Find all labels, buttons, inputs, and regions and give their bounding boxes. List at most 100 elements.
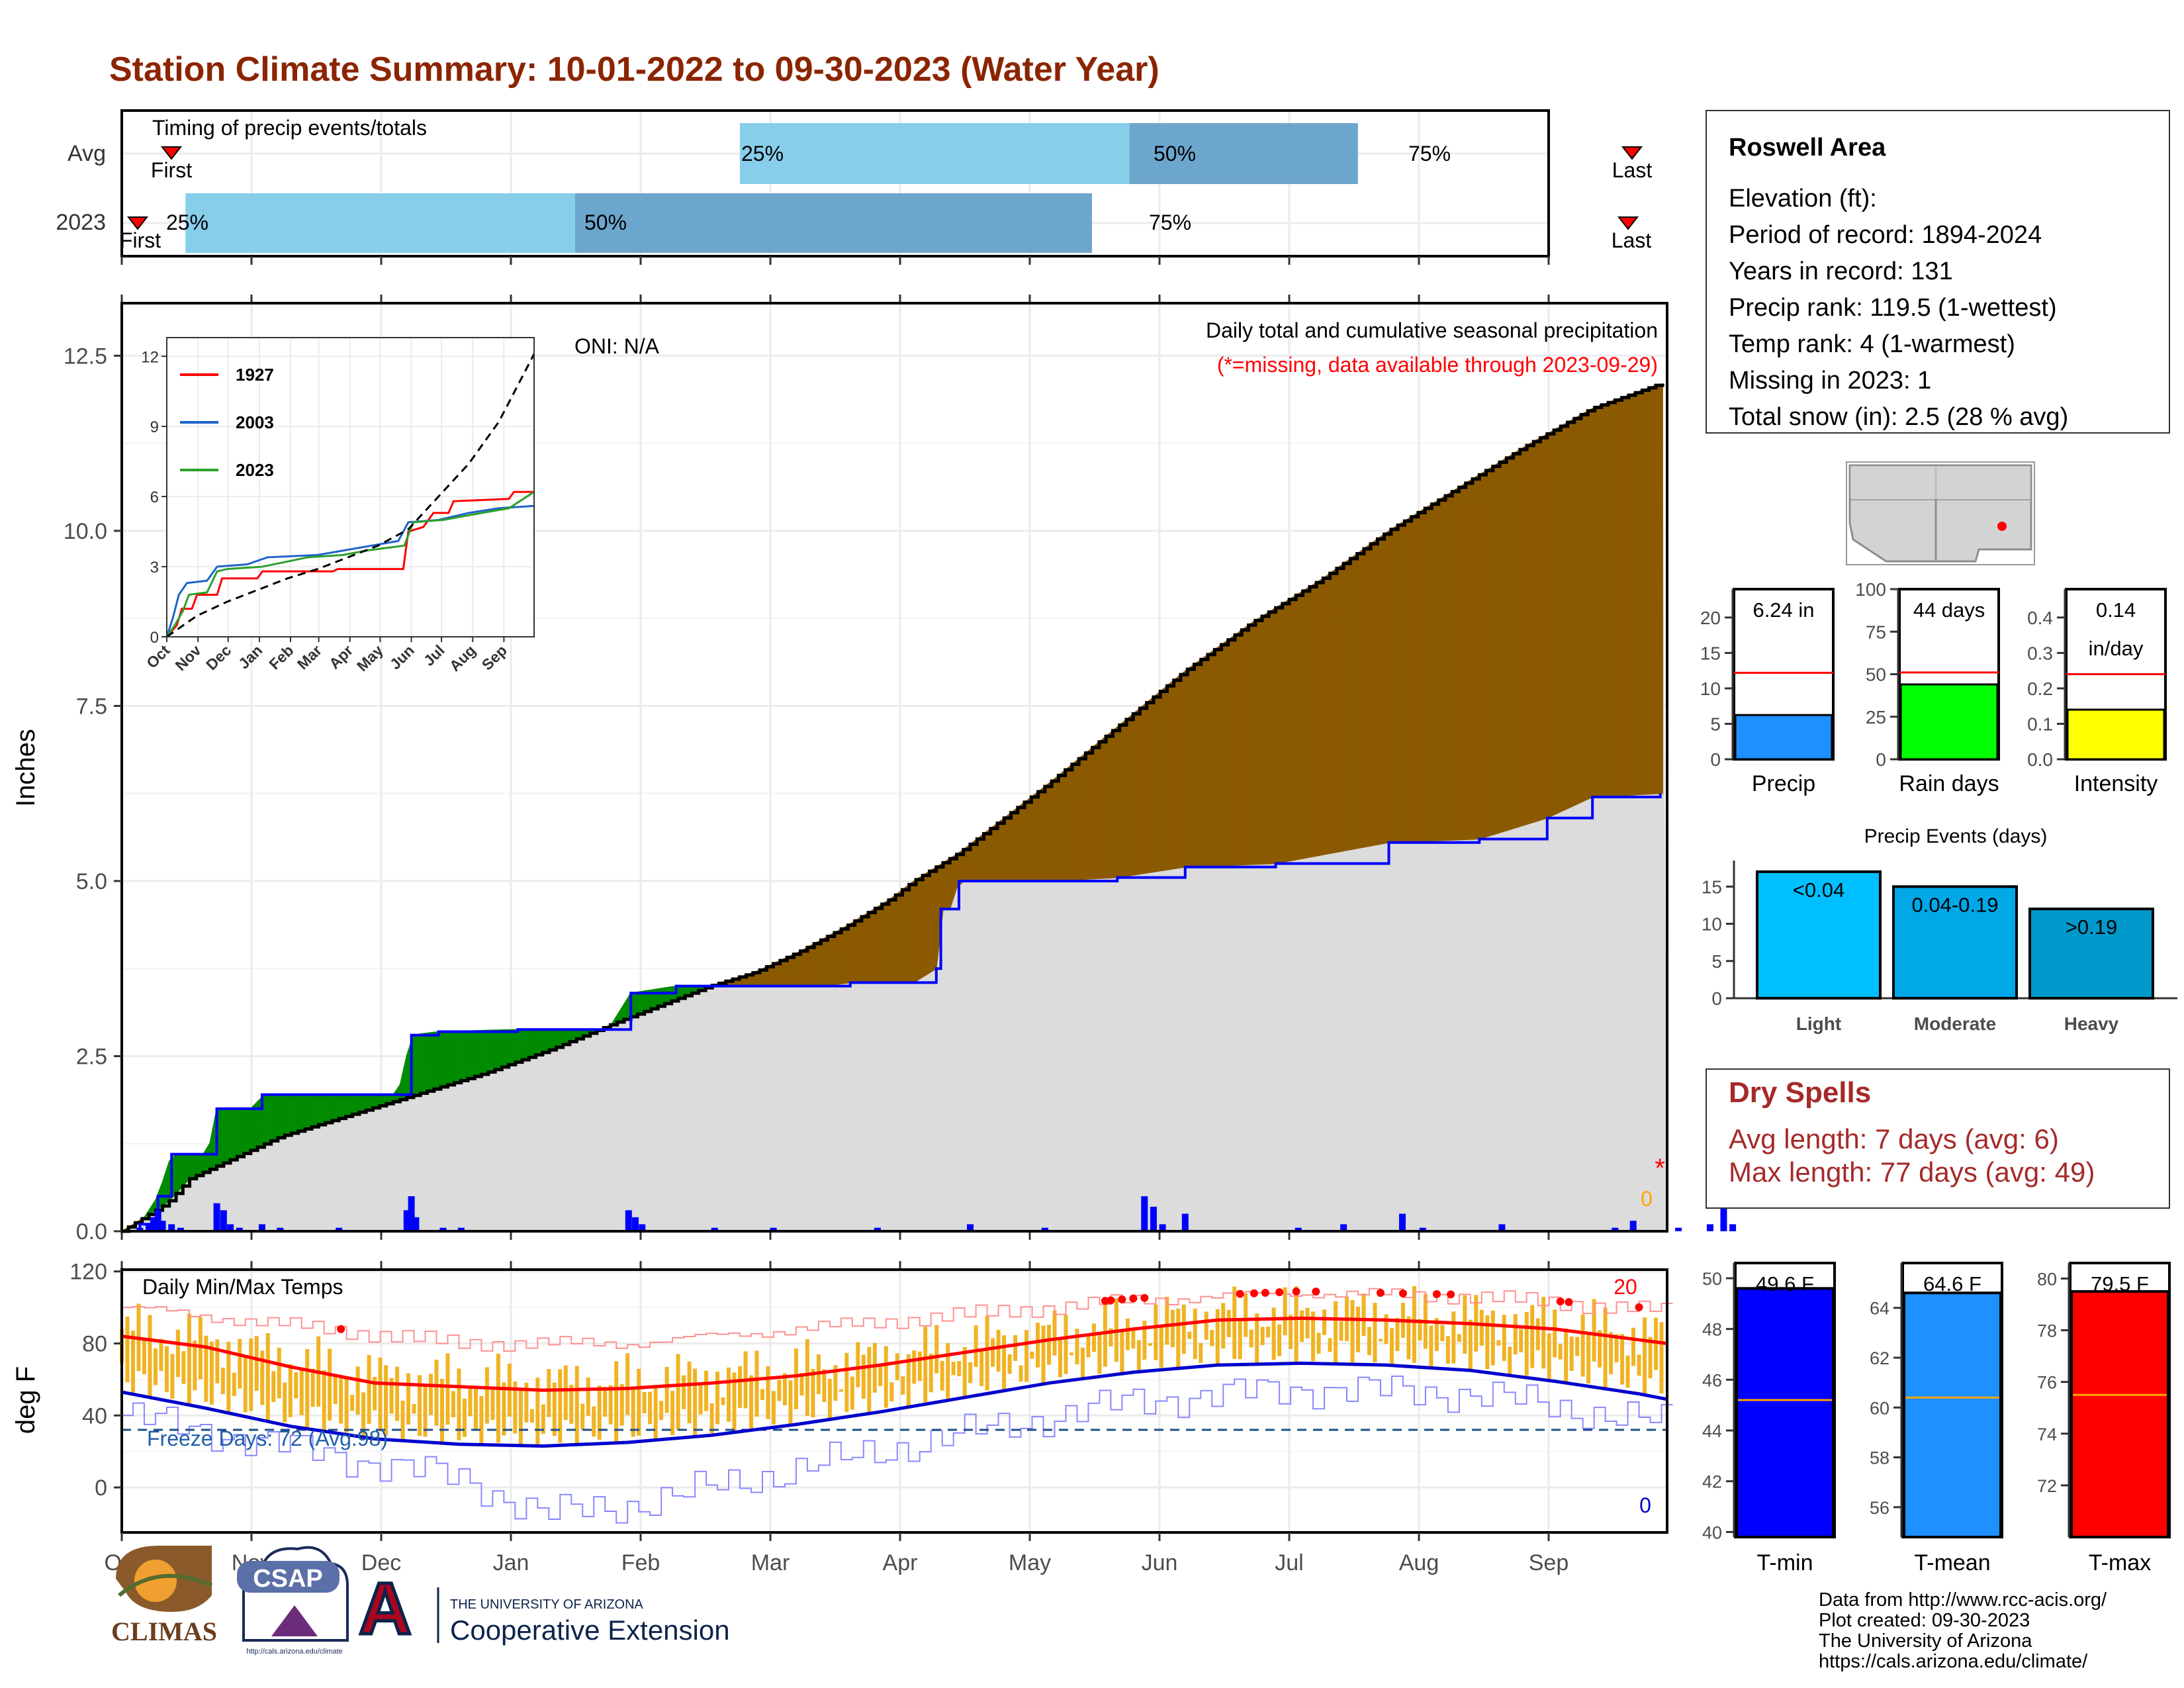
temp-daily-bar	[1165, 1296, 1169, 1345]
temp-summary-tick-label: 60	[1870, 1398, 1889, 1418]
temp-daily-bar	[148, 1315, 152, 1397]
inset-series-average	[166, 353, 535, 638]
station-info-frame	[1706, 110, 2170, 434]
precip-panel-frame	[120, 302, 1668, 1233]
temp-daily-bar	[1204, 1311, 1208, 1340]
avg-pct-75: 75%	[1408, 142, 1451, 165]
avg-last-label: Last	[1612, 158, 1653, 182]
temp-daily-bar	[1210, 1329, 1214, 1346]
map-region-upper	[1849, 465, 2032, 500]
temp-daily-bar	[1187, 1331, 1192, 1339]
temp-summary-tick-label: 56	[1870, 1498, 1889, 1518]
temp-daily-bar	[552, 1382, 557, 1436]
record-high-dot	[337, 1325, 345, 1333]
events-bin-label: 0.04-0.19	[1912, 893, 1999, 916]
temp-summary-tick-label: 58	[1870, 1448, 1889, 1468]
temp-summary-tick-label: 62	[1870, 1348, 1889, 1368]
temp-daily-bar	[451, 1391, 455, 1418]
month-label: May	[1009, 1550, 1051, 1575]
temp-daily-bar	[249, 1338, 253, 1411]
temp-daily-bar	[1541, 1297, 1546, 1369]
precip-note-missing: (*=missing, data available through 2023-…	[1217, 353, 1658, 377]
precip-note-title: Daily total and cumulative seasonal prec…	[1206, 318, 1658, 342]
precip-daily-bar	[1150, 1206, 1157, 1231]
y2023-pct-25: 25%	[166, 211, 208, 234]
temp-daily-bar	[529, 1409, 534, 1423]
locator-map	[1846, 461, 2035, 565]
temp-daily-bar	[951, 1362, 956, 1376]
temp-daily-bar	[1024, 1330, 1029, 1382]
precip-daily-bar	[639, 1224, 646, 1231]
month-label: Jul	[1275, 1550, 1303, 1575]
temp-daily-bar	[238, 1338, 242, 1389]
mini-bar-value-label: 0.14	[2096, 598, 2136, 622]
temp-daily-bar	[355, 1366, 360, 1415]
temp-daily-bar	[1451, 1311, 1456, 1364]
temp-daily-bar	[142, 1338, 146, 1374]
month-label: Sep	[1529, 1550, 1569, 1575]
record-high-dot	[1261, 1288, 1269, 1297]
timing-title: Timing of precip events/totals	[152, 116, 427, 140]
missing-marker: *	[1655, 1154, 1665, 1183]
temp-daily-bar	[412, 1403, 416, 1414]
inset-y-tick-label: 12	[141, 348, 159, 366]
y2023-first-label: First	[120, 228, 161, 252]
temp-summary-tick-label: 80	[2037, 1269, 2057, 1289]
precip-daily-bar	[1419, 1227, 1426, 1231]
temp-daily-bar	[1136, 1340, 1141, 1371]
mini-bar-tick-label: 5	[1710, 714, 1721, 734]
temp-daily-bar	[771, 1391, 776, 1425]
temp-daily-bar	[125, 1316, 130, 1383]
temp-daily-bar	[1109, 1328, 1113, 1346]
precip-daily-bar	[336, 1227, 343, 1231]
temp-daily-bar	[867, 1346, 872, 1414]
temp-daily-bar	[1620, 1334, 1625, 1385]
temp-daily-bar	[603, 1386, 608, 1417]
temp-daily-bar	[1052, 1310, 1057, 1356]
temp-daily-bar	[1125, 1318, 1130, 1350]
station-name: Roswell Area	[1729, 134, 1886, 162]
record-high-dot	[1565, 1297, 1573, 1306]
temp-daily-bar	[1395, 1317, 1400, 1352]
temp-daily-bar	[901, 1376, 905, 1395]
temp-daily-bar	[1232, 1286, 1237, 1359]
ua-a-mark: A	[359, 1568, 411, 1650]
temp-daily-bar	[547, 1369, 551, 1417]
temp-daily-bar	[985, 1316, 989, 1391]
temp-daily-bar	[305, 1348, 310, 1428]
temp-daily-bar	[344, 1376, 349, 1433]
temp-daily-bar	[782, 1373, 787, 1406]
avg-pct-50: 50%	[1154, 142, 1196, 165]
temp-daily-bar	[1266, 1327, 1271, 1338]
mini-bar-tick-label: 0.1	[2027, 714, 2053, 734]
inset-y-tick-label: 6	[150, 489, 159, 506]
record-high-dot	[1118, 1295, 1126, 1303]
precip-daily-bar	[1159, 1224, 1166, 1231]
record-high-dot	[1292, 1287, 1300, 1295]
temp-daily-bar	[1637, 1354, 1641, 1376]
temp-daily-bar	[1154, 1304, 1158, 1360]
temp-daily-bar	[1322, 1309, 1327, 1335]
events-bar	[2028, 908, 2154, 1000]
precip-y-tick-label: 2.5	[76, 1044, 107, 1069]
precip-y-tick-label: 7.5	[76, 694, 107, 719]
temp-daily-bar	[1260, 1327, 1265, 1346]
temp-daily-bar	[884, 1346, 888, 1408]
avg-pct-25: 25%	[741, 142, 784, 165]
cold-days-count: 0	[1639, 1493, 1651, 1517]
temp-daily-bar	[788, 1380, 793, 1425]
temp-daily-bar	[1283, 1287, 1287, 1336]
precip-daily-bar	[1706, 1224, 1713, 1231]
precip-panel: 0.0 2.5 5.0 7.5 10.0 12.5 Inches ONI: N/A Dai…	[11, 256, 1737, 1244]
temp-daily-bar	[805, 1339, 809, 1417]
precip-daily-bar	[1295, 1227, 1302, 1231]
month-label: Dec	[361, 1550, 401, 1575]
temp-daily-bar	[1075, 1329, 1079, 1365]
events-bin-label: >0.19	[2066, 915, 2117, 939]
temp-daily-bar	[979, 1350, 984, 1387]
temp-daily-bar	[271, 1371, 276, 1403]
temp-summary-tick-label: 40	[1702, 1523, 1722, 1542]
temp-y-tick-label: 40	[82, 1403, 107, 1429]
events-y-tick-label: 5	[1711, 951, 1722, 972]
inset-series-1927	[165, 491, 534, 637]
